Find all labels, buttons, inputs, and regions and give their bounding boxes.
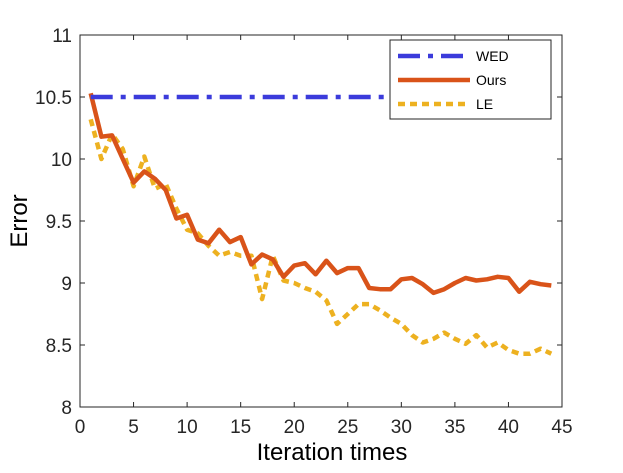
y-tick-label: 9.5 <box>46 212 72 233</box>
x-tick-label: 5 <box>128 417 139 438</box>
series-line-ours <box>88 92 552 296</box>
y-tick-label: 10 <box>51 150 72 171</box>
x-tick-label: 0 <box>75 417 86 438</box>
legend-label-ours: Ours <box>476 72 506 88</box>
y-axis-title: Error <box>6 194 33 247</box>
y-tick-label: 9 <box>61 274 72 295</box>
y-axis: 8 8.5 9 9.5 10 10.5 11 <box>35 26 562 419</box>
x-tick-label: 10 <box>177 417 198 438</box>
x-tick-label: 40 <box>498 417 519 438</box>
y-tick-label: 8 <box>61 398 72 419</box>
x-tick-label: 20 <box>284 417 305 438</box>
x-tick-label: 25 <box>337 417 358 438</box>
legend: WED Ours LE <box>389 39 552 120</box>
x-axis-title: Iteration times <box>257 439 408 466</box>
x-tick-label: 35 <box>444 417 465 438</box>
y-tick-label: 10.5 <box>35 88 72 109</box>
legend-label-le: LE <box>476 96 493 112</box>
x-axis: 0 5 10 15 20 25 30 35 40 45 <box>75 35 573 438</box>
series-line-le <box>88 118 553 356</box>
legend-label-wed: WED <box>476 48 509 64</box>
y-tick-label: 8.5 <box>46 336 72 357</box>
series-layer <box>88 92 553 356</box>
x-tick-label: 45 <box>551 417 572 438</box>
x-tick-label: 15 <box>230 417 251 438</box>
y-tick-label: 11 <box>52 26 72 47</box>
x-tick-label: 30 <box>391 417 412 438</box>
